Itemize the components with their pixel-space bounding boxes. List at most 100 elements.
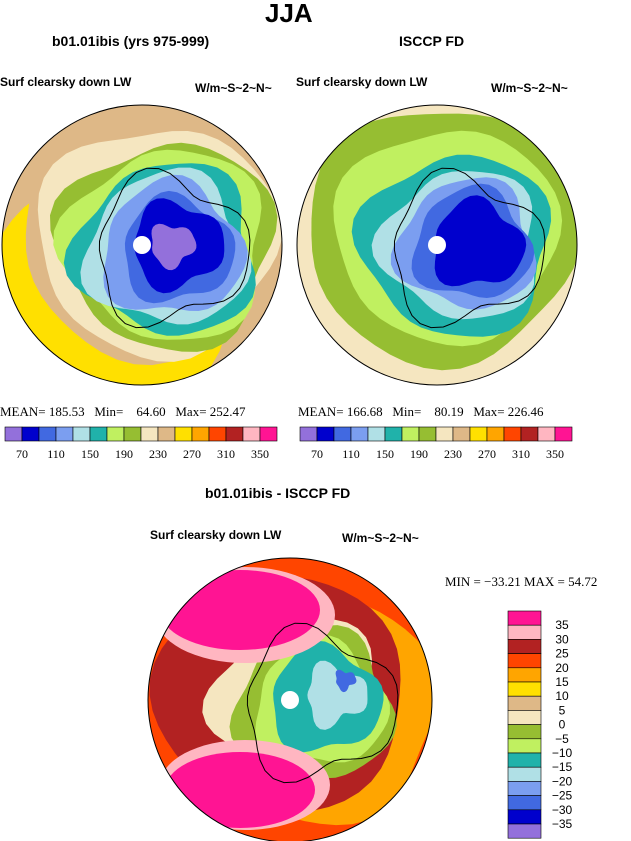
colorbar-box — [140, 426, 159, 442]
colorbar-box — [123, 426, 142, 442]
coastline — [98, 167, 251, 329]
colorbar-box — [21, 426, 40, 442]
colorbar-tick-label: −35 — [552, 817, 573, 831]
colorbar-tick-label: 5 — [559, 703, 566, 717]
colorbar-box — [418, 426, 437, 442]
colorbar-box — [507, 809, 542, 825]
panel1-units: W/m~S~2~N~ — [195, 81, 272, 95]
colorbar-box — [507, 710, 542, 725]
panel2-units: W/m~S~2~N~ — [491, 81, 568, 95]
map-1 — [2, 105, 282, 385]
colorbar-tick-label: 350 — [251, 447, 269, 461]
colorbar-box — [520, 426, 539, 442]
pole-mask — [133, 236, 151, 254]
colorbar-box — [503, 426, 522, 442]
contour-fill-level-15 — [165, 752, 315, 828]
colorbar-tick-label: −10 — [552, 746, 573, 760]
map-2 — [297, 105, 577, 385]
contour-fill-level-2 — [335, 669, 357, 693]
panel3-stats: MIN = −33.21 MAX = 54.72 — [445, 574, 598, 589]
panel1-stats: MEAN= 185.53 Min= 64.60 Max= 252.47 — [0, 404, 246, 419]
colorbar-box — [435, 426, 454, 442]
colorbar-box — [507, 624, 542, 640]
colorbar-tick-label: 110 — [342, 447, 360, 461]
colorbar-tick-label: 35 — [555, 618, 569, 632]
colorbar-box — [507, 653, 542, 669]
colorbar-box — [554, 426, 573, 442]
colorbar-tick-label: −20 — [552, 774, 573, 788]
colorbar-box — [367, 426, 386, 442]
panel1-left-label: Surf clearsky down LW — [0, 75, 132, 89]
colorbar-box — [401, 426, 420, 442]
colorbar-tick-label: 230 — [149, 447, 167, 461]
colorbar-tick-label: 190 — [115, 447, 133, 461]
colorbar-box — [507, 667, 542, 683]
colorbar-tick-label: 30 — [555, 632, 569, 646]
colorbar-box — [507, 752, 542, 768]
main-title: JJA — [265, 0, 313, 28]
pole-mask — [281, 691, 299, 709]
colorbar-box — [333, 426, 352, 442]
colorbar-box — [72, 426, 91, 442]
colorbar-box — [259, 426, 278, 442]
colorbar-box — [507, 795, 542, 811]
colorbar-box — [507, 823, 542, 839]
colorbar-tick-label: 310 — [217, 447, 235, 461]
colorbar-tick-label: 10 — [555, 689, 569, 703]
colorbar-box — [469, 426, 488, 442]
colorbar-box — [507, 781, 542, 796]
map-border-2 — [296, 104, 578, 386]
panel3-units: W/m~S~2~N~ — [342, 531, 419, 545]
colorbar-box — [38, 426, 57, 442]
colorbar-box — [452, 426, 471, 442]
colorbar-tick-label: −30 — [552, 803, 573, 817]
map-border-1 — [1, 104, 283, 386]
colorbar-tick-label: −15 — [552, 760, 573, 774]
colorbar-box — [55, 426, 74, 442]
colorbar-box — [4, 426, 23, 442]
panel2-stats: MEAN= 166.68 Min= 80.19 Max= 226.46 — [298, 404, 544, 419]
coastline — [393, 167, 546, 329]
colorbar-tick-label: 110 — [47, 447, 65, 461]
colorbar-box — [225, 426, 244, 442]
colorbar-box — [208, 426, 227, 442]
colorbar-box — [157, 426, 176, 442]
colorbar-tick-label: 70 — [16, 447, 28, 461]
colorbar-box — [507, 610, 542, 626]
colorbar-box — [174, 426, 193, 442]
colorbar-tick-label: 150 — [376, 447, 394, 461]
colorbar-tick-label: 150 — [81, 447, 99, 461]
map-border-3 — [147, 557, 433, 841]
panel2-title: ISCCP FD — [399, 33, 465, 49]
colorbar-box — [191, 426, 210, 442]
colorbar-box — [507, 695, 542, 711]
colorbar-box — [507, 681, 542, 697]
colorbar-box — [507, 639, 542, 654]
colorbar-box — [316, 426, 335, 442]
colorbar-box — [106, 426, 125, 442]
colorbar-tick-label: 270 — [183, 447, 201, 461]
colorbar-tick-label: −25 — [552, 789, 573, 803]
contour-fill-level-0 — [151, 223, 197, 271]
colorbar-tick-label: 15 — [555, 675, 569, 689]
colorbar-tick-label: 270 — [478, 447, 496, 461]
colorbar-box — [507, 724, 542, 740]
colorbar-box — [384, 426, 403, 442]
panel2-left-label: Surf clearsky down LW — [296, 75, 428, 89]
panel3-title: b01.01ibis - ISCCP FD — [205, 485, 351, 501]
colorbar-box — [486, 426, 505, 442]
colorbar-tick-label: 25 — [555, 647, 569, 661]
colorbar-tick-label: 190 — [410, 447, 428, 461]
colorbar-tick-label: 0 — [559, 718, 566, 732]
colorbar-box — [507, 738, 542, 754]
colorbar-tick-label: 310 — [512, 447, 530, 461]
pole-mask — [428, 236, 446, 254]
colorbar-tick-label: 70 — [311, 447, 323, 461]
colorbar-tick-label: 350 — [546, 447, 564, 461]
panel3-left-label: Surf clearsky down LW — [150, 528, 282, 542]
colorbar-tick-label: 20 — [555, 661, 569, 675]
contour-fill-level-1 — [434, 195, 527, 287]
colorbar-box — [537, 426, 556, 442]
panel1-title: b01.01ibis (yrs 975-999) — [52, 33, 210, 49]
